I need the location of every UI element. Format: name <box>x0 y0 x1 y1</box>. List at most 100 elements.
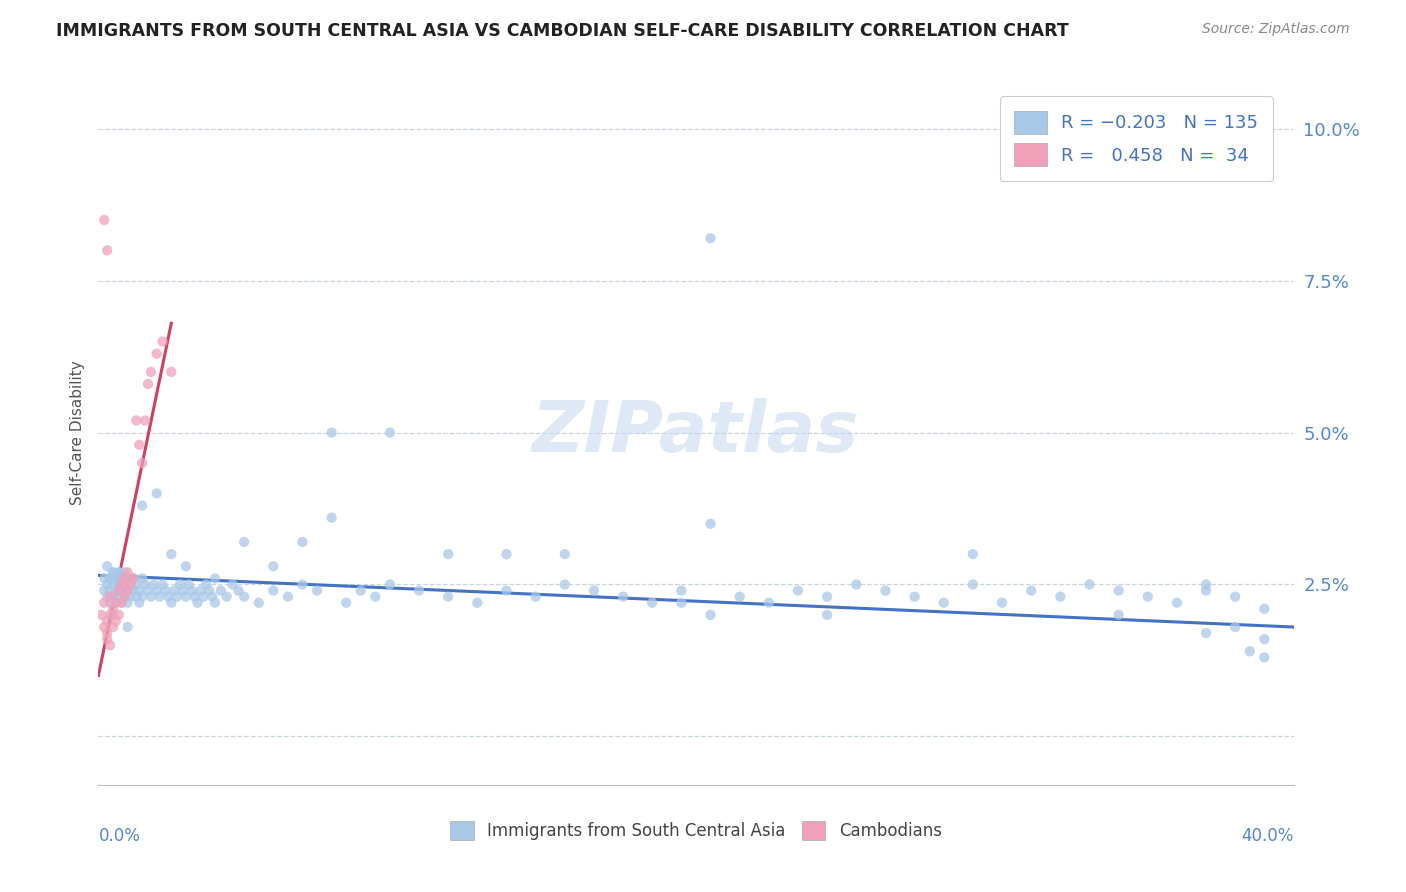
Point <box>166 590 188 604</box>
Point <box>114 571 136 585</box>
Point <box>1195 577 1218 591</box>
Point <box>163 583 186 598</box>
Point <box>111 571 134 585</box>
Point <box>104 571 127 585</box>
Point <box>160 596 183 610</box>
Point <box>136 377 159 392</box>
Point <box>233 535 256 549</box>
Point <box>98 571 121 585</box>
Point <box>437 590 460 604</box>
Point <box>111 571 134 585</box>
Point <box>962 577 984 591</box>
Point <box>108 583 131 598</box>
Point <box>815 590 838 604</box>
Point <box>195 577 218 591</box>
Point <box>93 596 115 610</box>
Point <box>177 577 200 591</box>
Text: IMMIGRANTS FROM SOUTH CENTRAL ASIA VS CAMBODIAN SELF-CARE DISABILITY CORRELATION: IMMIGRANTS FROM SOUTH CENTRAL ASIA VS CA… <box>56 22 1069 40</box>
Point <box>554 577 576 591</box>
Point <box>98 571 121 585</box>
Point <box>183 590 205 604</box>
Text: 0.0%: 0.0% <box>98 827 141 846</box>
Text: 40.0%: 40.0% <box>1241 827 1294 846</box>
Point <box>117 571 139 585</box>
Point <box>321 510 343 524</box>
Point <box>125 590 148 604</box>
Point <box>204 596 226 610</box>
Point <box>699 516 721 531</box>
Point <box>93 620 115 634</box>
Point <box>111 577 134 591</box>
Point <box>93 571 115 585</box>
Point <box>104 571 127 585</box>
Point <box>128 596 150 610</box>
Point <box>671 583 693 598</box>
Point <box>221 577 243 591</box>
Point <box>122 571 145 585</box>
Point <box>962 547 984 561</box>
Point <box>1195 583 1218 598</box>
Point <box>201 590 224 604</box>
Point <box>131 571 153 585</box>
Point <box>111 596 134 610</box>
Point <box>364 590 387 604</box>
Point <box>699 607 721 622</box>
Point <box>554 547 576 561</box>
Point <box>145 583 167 598</box>
Point <box>145 346 167 360</box>
Text: ZIPatlas: ZIPatlas <box>533 398 859 467</box>
Point <box>114 566 136 580</box>
Point <box>291 577 314 591</box>
Point <box>96 590 118 604</box>
Point <box>174 590 197 604</box>
Point <box>96 559 118 574</box>
Point <box>108 566 131 580</box>
Point <box>169 577 191 591</box>
Point <box>350 583 373 598</box>
Point <box>1108 607 1130 622</box>
Point <box>101 590 124 604</box>
Point <box>815 607 838 622</box>
Point <box>125 413 148 427</box>
Point <box>131 590 153 604</box>
Point <box>193 590 215 604</box>
Point <box>104 583 127 598</box>
Point <box>122 583 145 598</box>
Point <box>101 577 124 591</box>
Point <box>90 607 112 622</box>
Point <box>96 244 118 258</box>
Point <box>117 620 139 634</box>
Point <box>125 577 148 591</box>
Point <box>321 425 343 440</box>
Point <box>104 614 127 628</box>
Point <box>1195 626 1218 640</box>
Point <box>136 583 159 598</box>
Point <box>190 583 212 598</box>
Point <box>437 547 460 561</box>
Point <box>111 583 134 598</box>
Point <box>114 590 136 604</box>
Point <box>101 601 124 615</box>
Point <box>96 632 118 647</box>
Point <box>204 571 226 585</box>
Point <box>247 596 270 610</box>
Point <box>131 499 153 513</box>
Point <box>305 583 328 598</box>
Point <box>1253 601 1275 615</box>
Point <box>98 638 121 652</box>
Point <box>186 596 208 610</box>
Point <box>1136 590 1159 604</box>
Point <box>145 486 167 500</box>
Point <box>758 596 780 610</box>
Legend: Immigrants from South Central Asia, Cambodians: Immigrants from South Central Asia, Camb… <box>444 814 948 847</box>
Point <box>641 596 664 610</box>
Point <box>467 596 489 610</box>
Point <box>728 590 751 604</box>
Point <box>101 566 124 580</box>
Point <box>111 596 134 610</box>
Point <box>93 213 115 227</box>
Y-axis label: Self-Care Disability: Self-Care Disability <box>69 360 84 505</box>
Point <box>228 583 250 598</box>
Point <box>215 590 238 604</box>
Point <box>98 596 121 610</box>
